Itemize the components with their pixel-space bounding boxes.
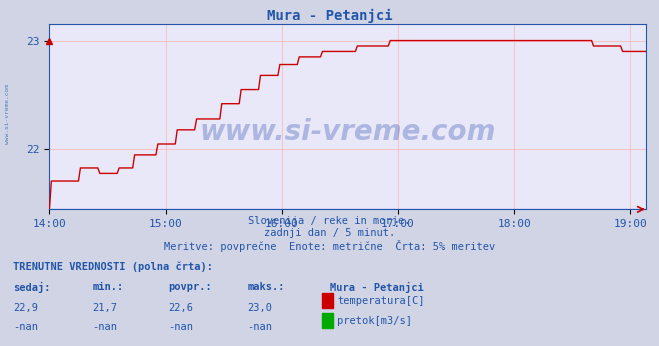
Text: Slovenija / reke in morje.: Slovenija / reke in morje. [248,216,411,226]
Text: 21,7: 21,7 [92,303,117,313]
Text: min.:: min.: [92,282,123,292]
Text: maks.:: maks.: [247,282,285,292]
Text: -nan: -nan [92,322,117,333]
Text: temperatura[C]: temperatura[C] [337,296,425,306]
Text: Mura - Petanjci: Mura - Petanjci [267,9,392,23]
Text: pretok[m3/s]: pretok[m3/s] [337,316,413,326]
Text: 23,0: 23,0 [247,303,272,313]
Text: 22,9: 22,9 [13,303,38,313]
Text: TRENUTNE VREDNOSTI (polna črta):: TRENUTNE VREDNOSTI (polna črta): [13,261,213,272]
Text: Mura - Petanjci: Mura - Petanjci [330,282,423,293]
Text: 22,6: 22,6 [168,303,193,313]
Text: -nan: -nan [168,322,193,333]
Text: sedaj:: sedaj: [13,282,51,293]
Text: povpr.:: povpr.: [168,282,212,292]
Text: zadnji dan / 5 minut.: zadnji dan / 5 minut. [264,228,395,238]
Text: www.si-vreme.com: www.si-vreme.com [5,84,11,144]
Text: -nan: -nan [247,322,272,333]
Text: -nan: -nan [13,322,38,333]
Text: www.si-vreme.com: www.si-vreme.com [200,118,496,146]
Text: Meritve: povprečne  Enote: metrične  Črta: 5% meritev: Meritve: povprečne Enote: metrične Črta:… [164,240,495,253]
